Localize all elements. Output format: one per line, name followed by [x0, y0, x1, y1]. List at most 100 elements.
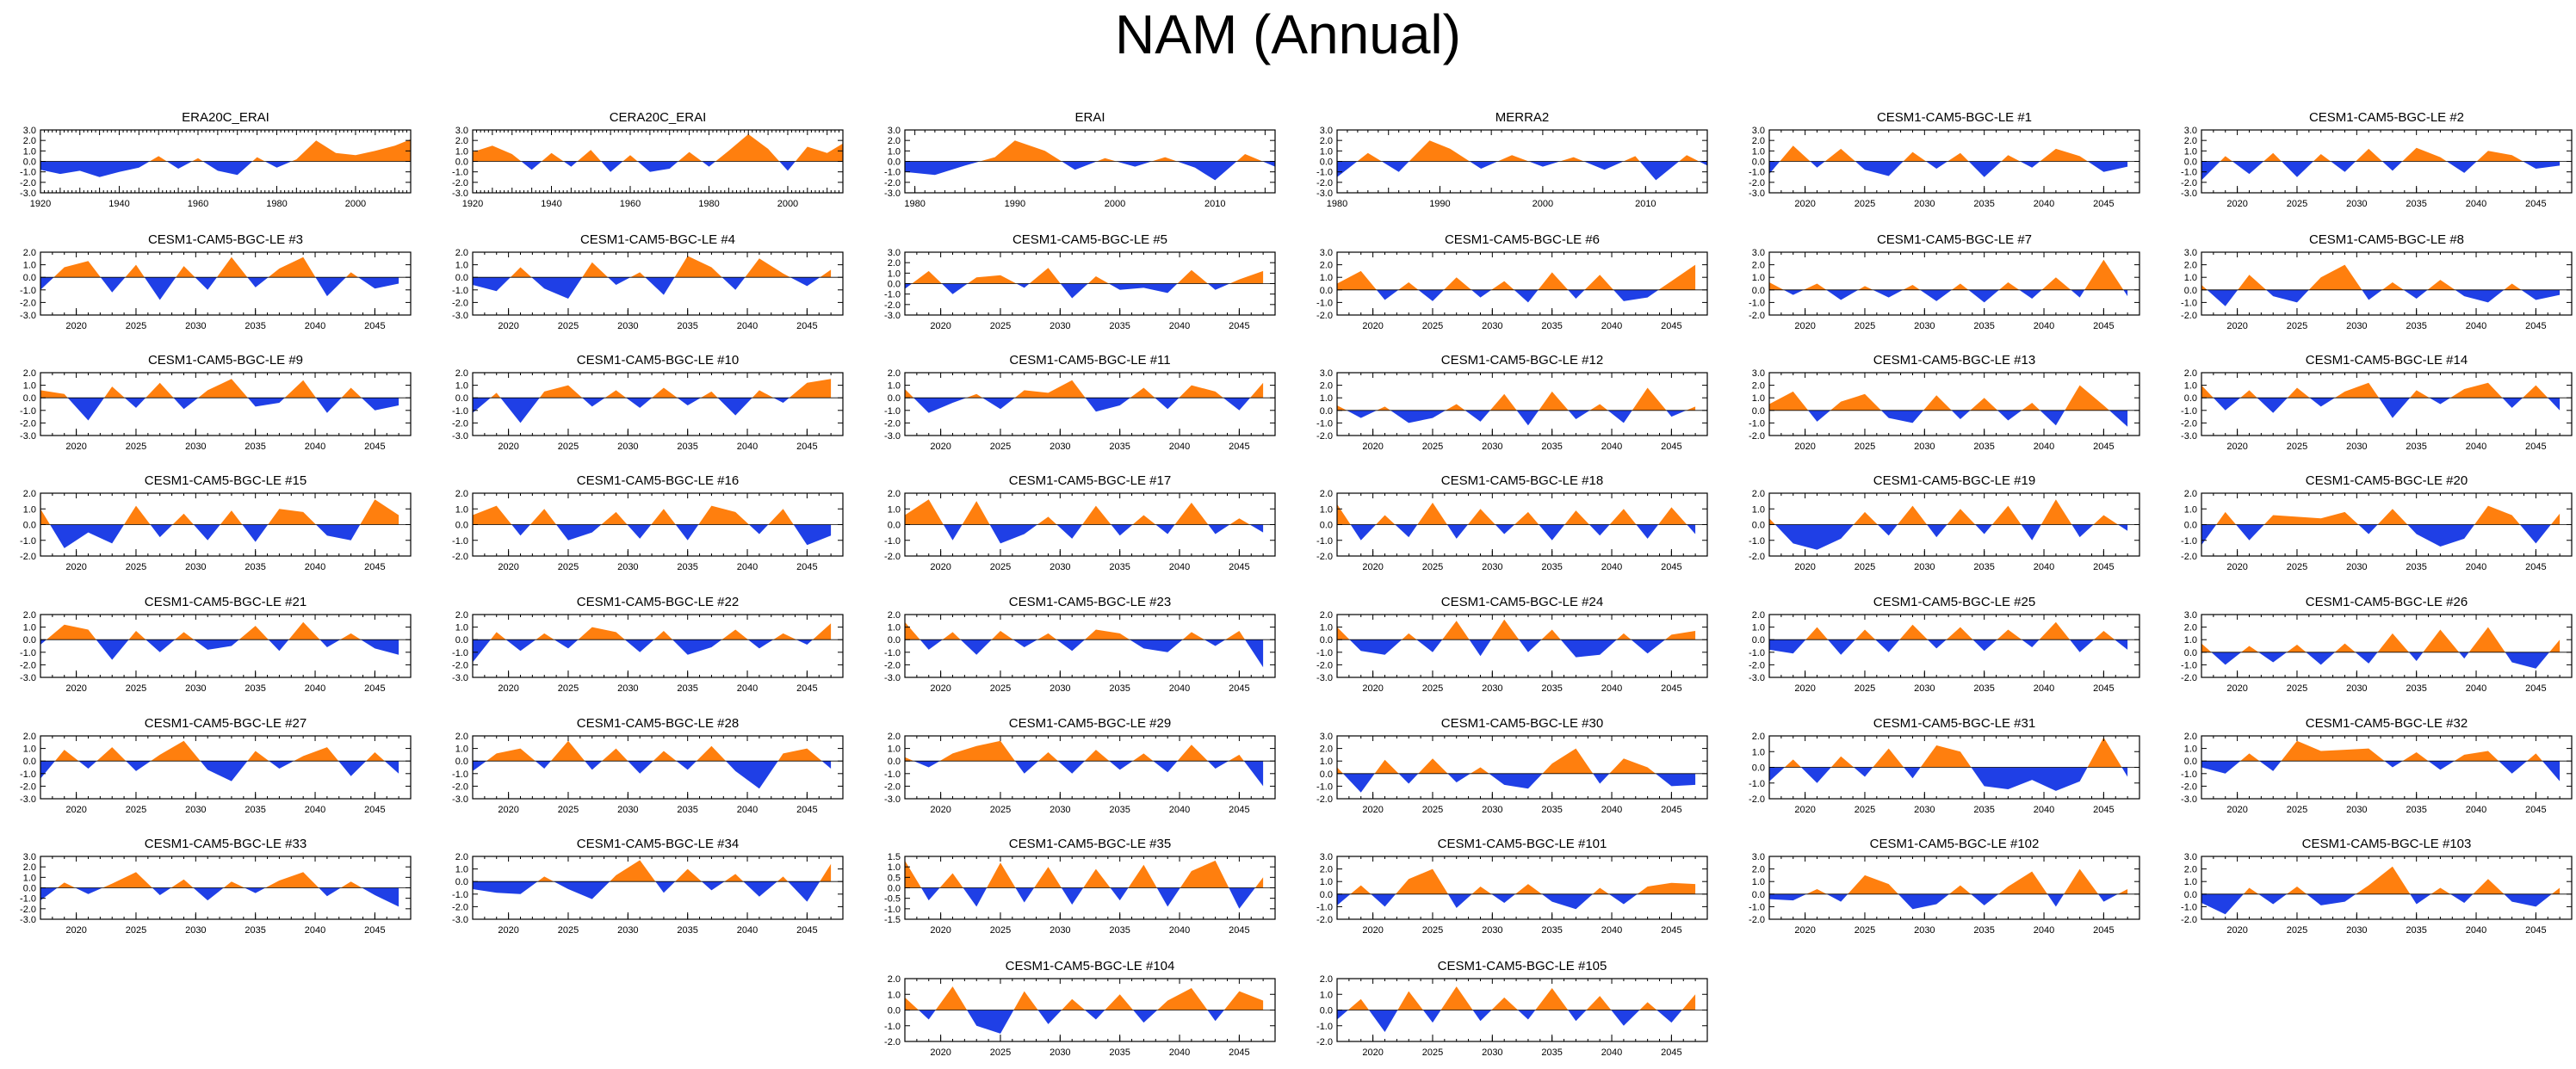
x-tick-label: 2045: [364, 562, 385, 572]
positive-area: [1337, 387, 1696, 411]
y-tick-label: 2.0: [1320, 261, 1333, 271]
positive-area: [905, 268, 1264, 284]
y-tick-label: 2.0: [1752, 489, 1765, 499]
x-tick-label: 2030: [1482, 805, 1502, 815]
y-tick-label: -1.0: [452, 286, 468, 296]
y-tick-label: 1.0: [1752, 393, 1765, 404]
x-tick-label: 2030: [617, 925, 638, 936]
y-tick-label: -1.0: [1316, 298, 1333, 308]
negative-area: [473, 640, 832, 663]
x-tick-label: 2035: [677, 562, 697, 572]
panel-title: CESM1-CAM5-BGC-LE #8: [2309, 232, 2464, 247]
y-tick-label: 2.0: [888, 732, 901, 742]
y-tick-label: -2.0: [1749, 431, 1765, 442]
panel-title: CESM1-CAM5-BGC-LE #102: [1870, 837, 2040, 851]
y-tick-label: -2.0: [1749, 794, 1765, 805]
y-tick-label: 0.0: [1320, 521, 1333, 531]
panel-13: CESM1-CAM5-BGC-LE #9 2.0 1.00.0 -1.0-2.0 -3.…: [20, 353, 412, 452]
y-tick-label: -3.0: [884, 431, 901, 442]
panel-title: CESM1-CAM5-BGC-LE #15: [145, 473, 307, 488]
panel-title: CESM1-CAM5-BGC-LE #7: [1877, 232, 2032, 247]
x-tick-label: 2025: [558, 925, 579, 936]
negative-area: [2201, 289, 2561, 306]
x-tick-label: 2045: [2093, 683, 2114, 694]
y-tick-label: -3.0: [20, 915, 36, 925]
x-tick-label: 2030: [617, 805, 638, 815]
x-tick-label: 2000: [1533, 199, 1553, 209]
y-tick-label: -2.0: [20, 418, 36, 429]
positive-area: [905, 860, 1264, 888]
y-tick-label: 1.0: [1752, 877, 1765, 887]
y-tick-label: -1.0: [2181, 298, 2197, 308]
y-tick-label: -2.0: [884, 178, 901, 188]
x-tick-label: 2020: [1362, 805, 1383, 815]
y-tick-label: 0.0: [455, 757, 468, 767]
x-tick-label: 2020: [1794, 562, 1815, 572]
x-tick-label: 2000: [345, 199, 366, 209]
x-tick-label: 2025: [2287, 925, 2307, 936]
x-tick-label: 2020: [65, 442, 86, 452]
y-tick-label: 1.0: [888, 990, 901, 1000]
panel-title: CESM1-CAM5-BGC-LE #4: [580, 232, 735, 247]
x-tick-label: 2045: [2525, 683, 2546, 694]
x-tick-label: 2025: [1855, 442, 1875, 452]
x-tick-label: 2030: [1914, 442, 1935, 452]
y-tick-label: 2.0: [1752, 261, 1765, 271]
panel-title: ERA20C_ERAI: [182, 110, 269, 125]
x-tick-label: 2045: [2525, 562, 2546, 572]
plot-frame: [40, 251, 412, 316]
y-tick-label: -3.0: [20, 673, 36, 683]
positive-area: [2201, 866, 2561, 894]
x-tick-label: 2025: [126, 442, 146, 452]
x-tick-label: 2045: [2525, 805, 2546, 815]
x-tick-label: 2035: [1973, 562, 1994, 572]
x-tick-label: 1980: [266, 199, 287, 209]
y-tick-label: -1.0: [884, 905, 901, 915]
x-tick-label: 2035: [1541, 1047, 1562, 1058]
panel-31: CESM1-CAM5-BGC-LE #27 2.0 1.0 0.0 -1.0 -2.0 -3…: [20, 716, 412, 815]
y-tick-label: -1.5: [884, 915, 901, 925]
x-tick-label: 2035: [245, 321, 265, 331]
y-tick-label: -1.0: [1749, 418, 1765, 429]
x-tick-label: 2040: [1601, 925, 1622, 936]
positive-area: [40, 256, 399, 278]
positive-area: [473, 379, 832, 399]
x-tick-label: 2040: [1601, 442, 1622, 452]
x-tick-label: 2030: [1482, 1047, 1502, 1058]
y-tick-label: 2.0: [23, 610, 36, 621]
x-tick-label: 2020: [65, 321, 86, 331]
panel-28: CESM1-CAM5-BGC-LE #24 2.0 1.0 0.0 -1.0 -2.0 -3…: [1316, 595, 1708, 694]
y-tick-label: 0.0: [888, 158, 901, 168]
y-tick-label: -3.0: [452, 794, 468, 805]
panel-41: CESM1-CAM5-BGC-LE #102 3.0 2.0 1.0 0.0 -1.0 -2…: [1749, 837, 2140, 936]
y-tick-label: 0.0: [2184, 648, 2197, 658]
panel-title: CESM1-CAM5-BGC-LE #30: [1441, 716, 1603, 731]
panel-title: CESM1-CAM5-BGC-LE #1: [1877, 110, 2032, 125]
panel-42: CESM1-CAM5-BGC-LE #103 3.0 2.0 1.0 0.0 -1.0 -2…: [2181, 837, 2573, 936]
y-tick-label: 1.0: [455, 261, 468, 271]
y-tick-label: -2.0: [1749, 660, 1765, 670]
panel-12: CESM1-CAM5-BGC-LE #8 3.0 2.0 1.0 0.0 -1.0 -2.0…: [2181, 232, 2573, 331]
x-tick-label: 2030: [185, 562, 206, 572]
y-tick-label: -1.0: [452, 168, 468, 178]
positive-area: [40, 872, 399, 888]
panel-6: CESM1-CAM5-BGC-LE #2 3.02.01.00.0-1.0-2.0…: [2181, 110, 2573, 209]
x-tick-label: 2025: [1422, 683, 1443, 694]
x-tick-label: 2020: [930, 1047, 951, 1058]
y-tick-label: -3.0: [2181, 188, 2197, 199]
y-tick-label: -3.0: [20, 188, 36, 199]
x-tick-label: 2045: [796, 321, 817, 331]
x-tick-label: 2030: [1482, 442, 1502, 452]
panel-5: CESM1-CAM5-BGC-LE #1 3.02.01.00.0-1.0-2.0…: [1749, 110, 2140, 209]
y-tick-label: 2.0: [2184, 136, 2197, 146]
y-tick-label: -1.0: [1316, 168, 1333, 178]
x-tick-label: 2020: [1362, 562, 1383, 572]
plot-frame: [472, 372, 844, 436]
y-tick-label: 2.0: [888, 368, 901, 379]
x-tick-label: 2035: [1973, 199, 1994, 209]
y-tick-label: 1.0: [1752, 273, 1765, 283]
x-tick-label: 2025: [126, 805, 146, 815]
panel-11: CESM1-CAM5-BGC-LE #7 3.0 2.0 1.0 0.0 -1.0 -2.0…: [1749, 232, 2140, 331]
y-tick-label: -1.0: [20, 406, 36, 417]
x-tick-label: 2025: [558, 683, 579, 694]
